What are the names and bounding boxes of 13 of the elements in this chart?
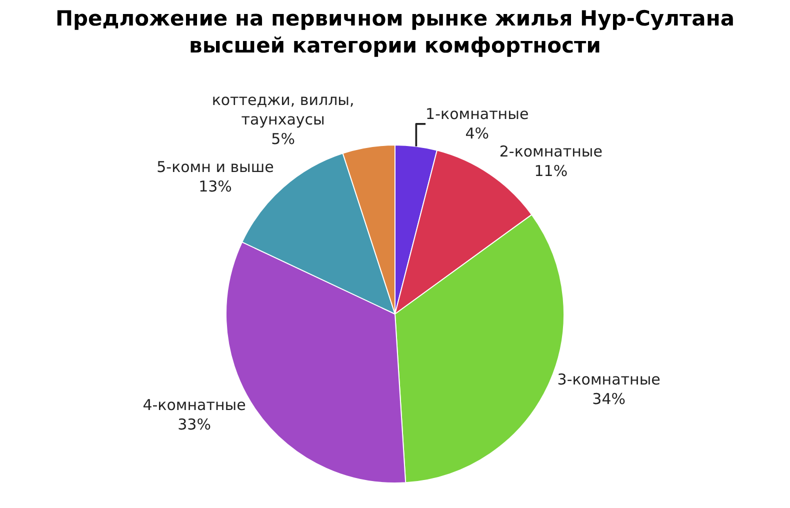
data-label: 33% bbox=[178, 416, 211, 434]
slice-label: коттеджи, виллы, таунхаусы bbox=[212, 90, 354, 128]
data-label: 34% bbox=[592, 390, 626, 408]
data-label: 11% bbox=[534, 162, 568, 180]
slice-label: 4-комнатные bbox=[142, 396, 246, 414]
slice-label: 1-комнатные bbox=[426, 105, 529, 124]
chart-title: Предложение на первичном рынке жилья Нур-Султана высшей категории комфортности bbox=[55, 6, 735, 58]
slice-label: 2-комнатные bbox=[499, 142, 602, 161]
data-label: 4% bbox=[465, 124, 490, 143]
data-label: 13% bbox=[198, 177, 232, 196]
slice-label: 3-комнатные bbox=[557, 370, 660, 389]
slice-label: 5-комн и выше bbox=[156, 158, 274, 176]
data-label: 5% bbox=[271, 130, 295, 148]
